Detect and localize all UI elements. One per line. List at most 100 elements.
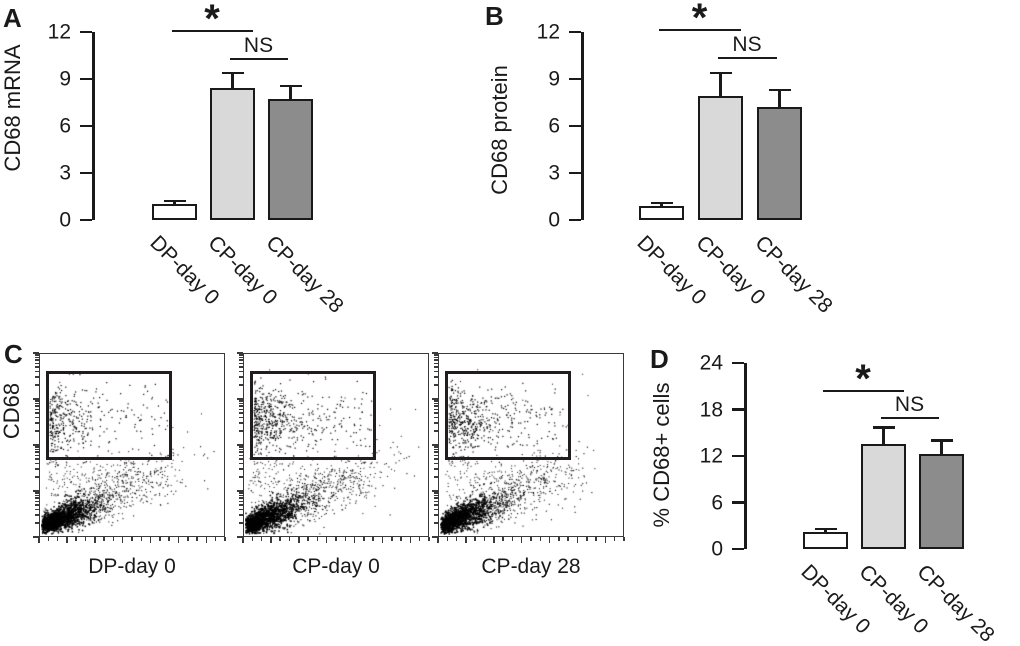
flow-y-major-tick (236, 490, 243, 492)
gate-rectangle (250, 371, 376, 460)
flow-y-minor-tick (239, 514, 243, 516)
flow-x-minor-tick (539, 537, 542, 541)
flow-x-major-tick (270, 537, 272, 543)
flow-y-minor-tick (35, 508, 39, 510)
flow-y-minor-tick (239, 500, 243, 502)
flow-y-major-tick (32, 536, 39, 538)
flow-y-minor-tick (434, 362, 438, 364)
flow-x-minor-tick (400, 537, 402, 541)
flow-x-major-tick (149, 537, 152, 543)
flow-x-major-tick (66, 537, 68, 543)
flow-y-major-tick (32, 444, 39, 446)
y-tick-label: 6 (548, 114, 560, 138)
flow-y-minor-tick (239, 384, 243, 386)
flow-y-minor-tick (35, 416, 39, 418)
y-tick-label: 12 (699, 444, 723, 468)
flow-y-minor-tick (239, 468, 243, 470)
flow-y-major-tick (431, 444, 438, 446)
flow-x-minor-tick (288, 537, 291, 541)
flow-y-minor-tick (239, 416, 243, 418)
flow-x-minor-tick (474, 537, 476, 541)
significance-asterisk: * (691, 0, 708, 40)
flow-y-minor-tick (35, 384, 39, 386)
y-tick-label: 6 (59, 114, 71, 138)
error-bar-stem (173, 201, 176, 205)
flow-x-minor-tick (363, 537, 365, 541)
flow-y-minor-tick (434, 497, 438, 499)
significance-ns-label: NS (894, 393, 925, 416)
error-bar-stem (719, 72, 722, 97)
flow-x-minor-tick (251, 537, 254, 541)
bar (268, 99, 313, 220)
flow-x-minor-tick (112, 537, 115, 541)
flow-y-minor-tick (434, 430, 438, 432)
flow-y-minor-tick (434, 504, 438, 506)
flow-y-minor-tick (239, 430, 243, 432)
flow-y-minor-tick (35, 514, 39, 516)
flow-x-minor-tick (483, 537, 486, 541)
flow-y-minor-tick (434, 359, 438, 361)
flow-y-minor-tick (434, 354, 438, 356)
bar (757, 107, 802, 220)
flow-y-minor-tick (35, 359, 39, 361)
flow-x-minor-tick (372, 537, 374, 541)
y-tick-label: 6 (711, 491, 723, 514)
flow-y-minor-tick (35, 362, 39, 364)
flow-x-minor-tick (131, 537, 133, 541)
flow-y-minor-tick (434, 468, 438, 470)
flow-y-minor-tick (434, 458, 438, 460)
flow-y-minor-tick (239, 359, 243, 361)
error-bar-stem (231, 72, 234, 89)
flow-y-minor-tick (239, 402, 243, 405)
flow-y-major-tick (236, 398, 243, 400)
flow-y-minor-tick (35, 500, 39, 502)
flow-y-minor-tick (434, 522, 438, 524)
flow-y-major-tick (236, 536, 243, 538)
flow-y-minor-tick (239, 458, 243, 460)
flow-y-minor-tick (434, 454, 438, 456)
gate-rectangle (46, 371, 172, 460)
bar (861, 443, 906, 549)
flow-x-minor-tick (428, 537, 430, 541)
flow-x-major-tick (381, 537, 384, 543)
flow-y-minor-tick (434, 476, 438, 478)
error-bar-cap (930, 439, 953, 442)
panel-letter-d: D (650, 344, 669, 374)
flow-y-minor-tick (35, 405, 39, 407)
flow-x-minor-tick (455, 537, 458, 541)
flow-y-minor-tick (35, 451, 39, 453)
flow-plot-x-label: CP-day 28 (481, 555, 581, 578)
flow-x-minor-tick (168, 537, 170, 541)
flow-y-minor-tick (434, 416, 438, 418)
flow-x-minor-tick (335, 537, 337, 541)
significance-line (880, 417, 939, 420)
significance-line (658, 29, 741, 32)
significance-asterisk: * (204, 0, 220, 41)
flow-x-minor-tick (140, 537, 143, 541)
error-bar-cap (163, 200, 186, 203)
flow-x-major-tick (465, 537, 467, 543)
error-bar-cap (872, 426, 895, 429)
flow-y-major-tick (32, 352, 39, 354)
flow-y-minor-tick (35, 376, 39, 378)
scatter-points-canvas (245, 355, 427, 535)
flow-x-minor-tick (47, 537, 50, 541)
y-tick (569, 218, 581, 222)
flow-x-minor-tick (159, 537, 161, 541)
flow-y-minor-tick (434, 494, 438, 497)
error-bar-stem (824, 528, 827, 532)
flow-y-minor-tick (434, 422, 438, 424)
y-tick-label: 12 (536, 20, 560, 44)
flow-x-minor-tick (307, 537, 309, 541)
flow-x-minor-tick (446, 537, 449, 541)
flow-x-minor-tick (279, 537, 281, 541)
y-tick (80, 30, 92, 34)
flow-x-major-tick (177, 537, 180, 543)
flow-y-minor-tick (239, 522, 243, 524)
flow-y-minor-tick (35, 422, 39, 424)
flow-y-minor-tick (434, 356, 438, 359)
y-tick (732, 501, 744, 504)
